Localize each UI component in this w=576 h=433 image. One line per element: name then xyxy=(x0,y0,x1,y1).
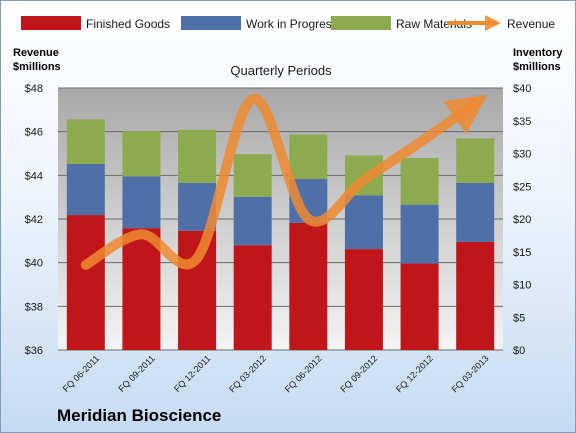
bar-work-in-progress xyxy=(122,176,161,229)
x-tick-label: FQ 09-2012 xyxy=(338,353,379,394)
bar-finished-goods xyxy=(233,245,272,350)
right-tick-label: $0 xyxy=(513,345,525,357)
x-tick-label: FQ 06-2012 xyxy=(283,353,324,394)
chart-title: Quarterly Periods xyxy=(230,63,332,78)
revenue-line xyxy=(80,93,488,270)
revenue-point xyxy=(307,218,309,220)
x-tick-label: FQ 09-2011 xyxy=(116,353,157,394)
right-tick-label: $35 xyxy=(513,116,531,128)
right-axis-title-line1: Inventory xyxy=(513,47,563,59)
x-tick-label: FQ 03-2013 xyxy=(450,353,491,394)
legend-label-finished-goods: Finished Goods xyxy=(86,17,170,31)
legend-swatch-finished-goods xyxy=(21,16,81,30)
bar-work-in-progress xyxy=(66,163,105,216)
bar-finished-goods xyxy=(456,241,495,350)
bar-finished-goods xyxy=(344,249,383,350)
x-tick-label: FQ 06-2011 xyxy=(61,353,102,394)
right-tick-label: $5 xyxy=(513,312,525,324)
left-tick-label: $44 xyxy=(25,170,43,182)
left-axis-title-line2: $millions xyxy=(13,61,61,73)
right-tick-label: $40 xyxy=(513,83,531,95)
revenue-line-layer xyxy=(80,93,488,270)
left-tick-label: $38 xyxy=(25,301,43,313)
revenue-point xyxy=(474,102,476,104)
x-tick-label: FQ 03-2012 xyxy=(227,353,268,394)
bar-finished-goods xyxy=(400,263,439,350)
bar-raw-materials xyxy=(456,138,495,183)
legend-swatch-work-in-progress xyxy=(181,16,241,30)
right-tick-label: $20 xyxy=(513,214,531,226)
legend: Finished Goods Work in Progress Raw Mate… xyxy=(21,15,555,31)
revenue-point xyxy=(140,233,142,235)
left-tick-label: $48 xyxy=(25,83,43,95)
legend-swatch-raw-materials xyxy=(331,16,391,30)
revenue-point xyxy=(196,257,198,259)
x-tick-label: FQ 12-2012 xyxy=(394,353,435,394)
revenue-point xyxy=(363,179,365,181)
revenue-point xyxy=(419,142,421,144)
bar-raw-materials xyxy=(400,158,439,205)
bar-finished-goods xyxy=(289,222,328,350)
right-axis-title-line2: $millions xyxy=(513,61,561,73)
legend-label-work-in-progress: Work in Progress xyxy=(246,17,338,31)
left-tick-label: $40 xyxy=(25,258,43,270)
bar-work-in-progress xyxy=(344,195,383,250)
company-name: Meridian Bioscience xyxy=(57,406,221,425)
revenue-point xyxy=(252,98,254,100)
left-tick-label: $46 xyxy=(25,127,43,139)
left-tick-label: $42 xyxy=(25,214,43,226)
bar-work-in-progress xyxy=(233,196,272,246)
bar-raw-materials xyxy=(178,129,217,183)
bar-finished-goods xyxy=(122,228,161,350)
bar-work-in-progress xyxy=(400,204,439,264)
left-tick-label: $36 xyxy=(25,345,43,357)
bar-raw-materials xyxy=(233,154,272,197)
inventory-bars xyxy=(66,119,495,350)
legend-label-raw-materials: Raw Materials xyxy=(396,17,472,31)
right-tick-label: $10 xyxy=(513,280,531,292)
bar-work-in-progress xyxy=(456,182,495,242)
left-axis-title-line1: Revenue xyxy=(13,47,59,59)
right-tick-label: $30 xyxy=(513,149,531,161)
right-tick-label: $25 xyxy=(513,181,531,193)
bar-raw-materials xyxy=(122,131,161,177)
right-tick-label: $15 xyxy=(513,247,531,259)
bar-raw-materials xyxy=(66,119,105,164)
legend-label-revenue: Revenue xyxy=(507,17,555,31)
bar-finished-goods xyxy=(66,215,105,350)
x-tick-label: FQ 12-2011 xyxy=(172,353,213,394)
revenue-point xyxy=(85,264,87,266)
bar-raw-materials xyxy=(289,134,328,180)
